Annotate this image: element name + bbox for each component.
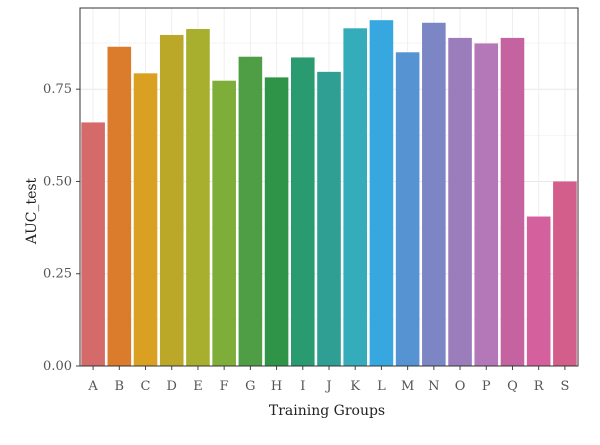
x-tick-label: M (401, 379, 414, 394)
x-tick-label: L (377, 379, 386, 394)
y-axis-title: AUC_test (24, 177, 40, 245)
axis-layer: 0.00 0.25 0.50 0.75 A B C D E F G H I J K L M N O P Q R S (43, 7, 579, 394)
x-tick-label: O (455, 379, 466, 394)
x-tick-label: C (141, 379, 151, 394)
bar-layer (81, 20, 577, 367)
x-tick-label: I (300, 379, 305, 394)
bar-m (395, 52, 420, 366)
bar-n (422, 22, 446, 367)
bar-l (369, 20, 394, 366)
y-tick-label: 0.50 (43, 174, 72, 189)
bar-i (290, 57, 315, 367)
bar-o (448, 37, 472, 367)
x-tick-label: Q (507, 379, 518, 394)
x-tick-label: P (482, 379, 491, 394)
x-tick-label: F (220, 379, 229, 394)
x-axis-title: Training Groups (269, 403, 385, 419)
bar-h (264, 77, 289, 367)
bar-k (343, 28, 368, 366)
plot-frame (79, 7, 579, 367)
bar-b (107, 46, 132, 367)
bar-s (553, 181, 577, 366)
x-tick-label: E (193, 379, 203, 394)
x-tick-label: D (167, 379, 177, 394)
x-tick-label: A (87, 379, 98, 394)
x-tick-label: H (271, 379, 282, 394)
x-tick-label: R (534, 379, 545, 394)
bar-f (212, 80, 236, 366)
bar-r (526, 216, 551, 366)
bar-q (500, 37, 525, 367)
y-tick-label: 0.75 (43, 82, 72, 97)
bar-c (133, 73, 158, 366)
bar-d (159, 34, 184, 367)
y-tick-label: 0.25 (43, 267, 72, 282)
x-tick-label: J (324, 379, 331, 394)
bar-a (81, 122, 105, 366)
bar-e (186, 29, 210, 367)
bar-p (474, 43, 499, 366)
bar-g (238, 56, 263, 366)
x-tick-label: S (560, 379, 569, 394)
bar-j (317, 71, 341, 366)
x-tick-label: K (350, 379, 360, 394)
x-tick-label: G (245, 379, 255, 394)
y-tick-label: 0.00 (43, 359, 72, 374)
x-tick-label: B (115, 379, 125, 394)
x-tick-label: N (428, 379, 439, 394)
